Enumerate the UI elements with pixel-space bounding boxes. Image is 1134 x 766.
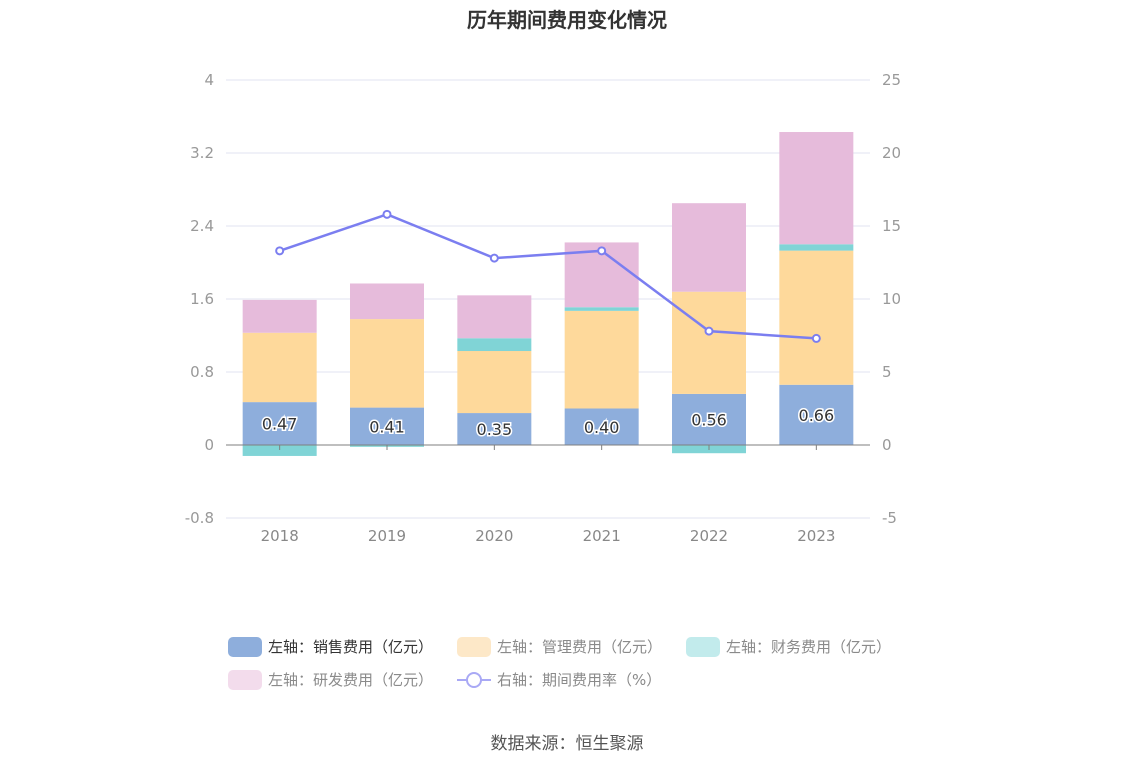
x-axis-tick: 2021 bbox=[583, 527, 621, 545]
legend-swatch-icon bbox=[228, 636, 262, 657]
legend-item[interactable]: 左轴：销售费用（亿元） bbox=[228, 636, 433, 657]
bar-sales bbox=[457, 413, 532, 445]
bar-sales bbox=[242, 402, 317, 445]
data-label: 0.41 bbox=[369, 417, 405, 436]
bar-rnd bbox=[779, 132, 854, 245]
left-axis-tick: -0.8 bbox=[185, 509, 214, 527]
left-axis-tick: 2.4 bbox=[190, 217, 214, 235]
bars bbox=[242, 132, 854, 456]
data-label: 0.35 bbox=[477, 420, 513, 439]
rate-point bbox=[489, 253, 499, 263]
legend-label: 左轴：销售费用（亿元） bbox=[268, 638, 434, 656]
left-axis-tick: 1.6 bbox=[190, 290, 214, 308]
bar-admin bbox=[564, 310, 639, 409]
bar-admin bbox=[242, 332, 317, 403]
data-label: 0.47 bbox=[262, 415, 298, 434]
source-note: 数据来源：恒生聚源 bbox=[490, 734, 644, 754]
data-label: 0.56 bbox=[691, 410, 727, 429]
rate-point bbox=[704, 326, 714, 336]
legend-swatch-icon bbox=[228, 669, 262, 690]
bar-sales bbox=[350, 407, 424, 445]
left-axis-tick: 3.2 bbox=[190, 144, 214, 162]
bar-sales bbox=[564, 408, 639, 445]
bar-admin bbox=[672, 291, 746, 394]
right-axis-tick: 0 bbox=[882, 436, 892, 454]
legend-item[interactable]: 左轴：财务费用（亿元） bbox=[686, 636, 891, 657]
legend-swatch-icon bbox=[686, 636, 721, 657]
bar-rnd bbox=[457, 295, 532, 339]
data-labels: 0.47 0.41 0.35 0.40 0.56 0.66 bbox=[260, 404, 835, 440]
left-axis-tick: 4 bbox=[204, 71, 214, 89]
rate-point bbox=[382, 209, 392, 219]
right-axis-tick: 10 bbox=[882, 290, 901, 308]
rate-point bbox=[811, 333, 821, 343]
bar-finance bbox=[242, 445, 317, 456]
bar-admin bbox=[350, 319, 424, 408]
bar-sales bbox=[672, 393, 746, 445]
legend-item[interactable]: 右轴：期间费用率（%） bbox=[457, 669, 661, 690]
grid-lines bbox=[226, 79, 870, 519]
bar-finance bbox=[457, 338, 532, 352]
x-axis-tick: 2018 bbox=[261, 527, 299, 545]
bar-rnd bbox=[242, 299, 317, 333]
x-axis-tick: 2022 bbox=[690, 527, 728, 545]
bar-finance bbox=[564, 307, 639, 311]
right-axis-tick: 20 bbox=[882, 144, 901, 162]
bar-admin bbox=[457, 351, 532, 414]
chart-title: 历年期间费用变化情况 bbox=[467, 8, 667, 32]
chart-plot: -0.8 0 0.8 1.6 2.4 3.2 4 -5 0 5 10 15 20 25 2018 2019 20… bbox=[185, 71, 901, 545]
bar-rnd bbox=[350, 283, 424, 320]
legend-label: 右轴：期间费用率（%） bbox=[497, 671, 662, 689]
rate-line bbox=[275, 209, 821, 343]
legend-label: 左轴：研发费用（亿元） bbox=[268, 671, 434, 689]
axes: -0.8 0 0.8 1.6 2.4 3.2 4 -5 0 5 10 15 20 25 2018 2019 20… bbox=[185, 71, 901, 545]
legend-row: 左轴：销售费用（亿元） 左轴：管理费用（亿元） 左轴：财务费用（亿元） bbox=[228, 630, 928, 663]
left-axis-tick: 0 bbox=[204, 436, 214, 454]
legend-row: 左轴：研发费用（亿元） 右轴：期间费用率（%） bbox=[228, 663, 928, 696]
rate-point bbox=[597, 246, 607, 256]
right-axis-tick: 15 bbox=[882, 217, 901, 235]
legend-item[interactable]: 左轴：研发费用（亿元） bbox=[228, 669, 433, 690]
right-axis-tick: 25 bbox=[882, 71, 901, 89]
line-circle-icon bbox=[457, 670, 492, 690]
rate-point bbox=[275, 246, 285, 256]
legend: 左轴：销售费用（亿元） 左轴：管理费用（亿元） 左轴：财务费用（亿元） 左轴：研发费… bbox=[228, 630, 928, 696]
x-axis-tick: 2019 bbox=[368, 527, 406, 545]
right-axis-tick: -5 bbox=[882, 509, 897, 527]
x-axis-tick: 2023 bbox=[797, 527, 835, 545]
left-axis-tick: 0.8 bbox=[190, 363, 214, 381]
bar-admin bbox=[779, 250, 854, 385]
legend-item[interactable]: 左轴：管理费用（亿元） bbox=[457, 636, 662, 657]
data-label: 0.40 bbox=[584, 418, 620, 437]
bar-sales bbox=[779, 384, 854, 445]
legend-swatch-icon bbox=[457, 636, 492, 657]
legend-label: 左轴：管理费用（亿元） bbox=[497, 638, 663, 656]
legend-label: 左轴：财务费用（亿元） bbox=[726, 638, 892, 656]
x-axis-tick: 2020 bbox=[475, 527, 513, 545]
data-label: 0.66 bbox=[799, 406, 835, 425]
bar-rnd bbox=[672, 203, 746, 292]
bar-finance bbox=[779, 244, 854, 251]
right-axis-tick: 5 bbox=[882, 363, 892, 381]
rate-line-path bbox=[279, 212, 817, 340]
